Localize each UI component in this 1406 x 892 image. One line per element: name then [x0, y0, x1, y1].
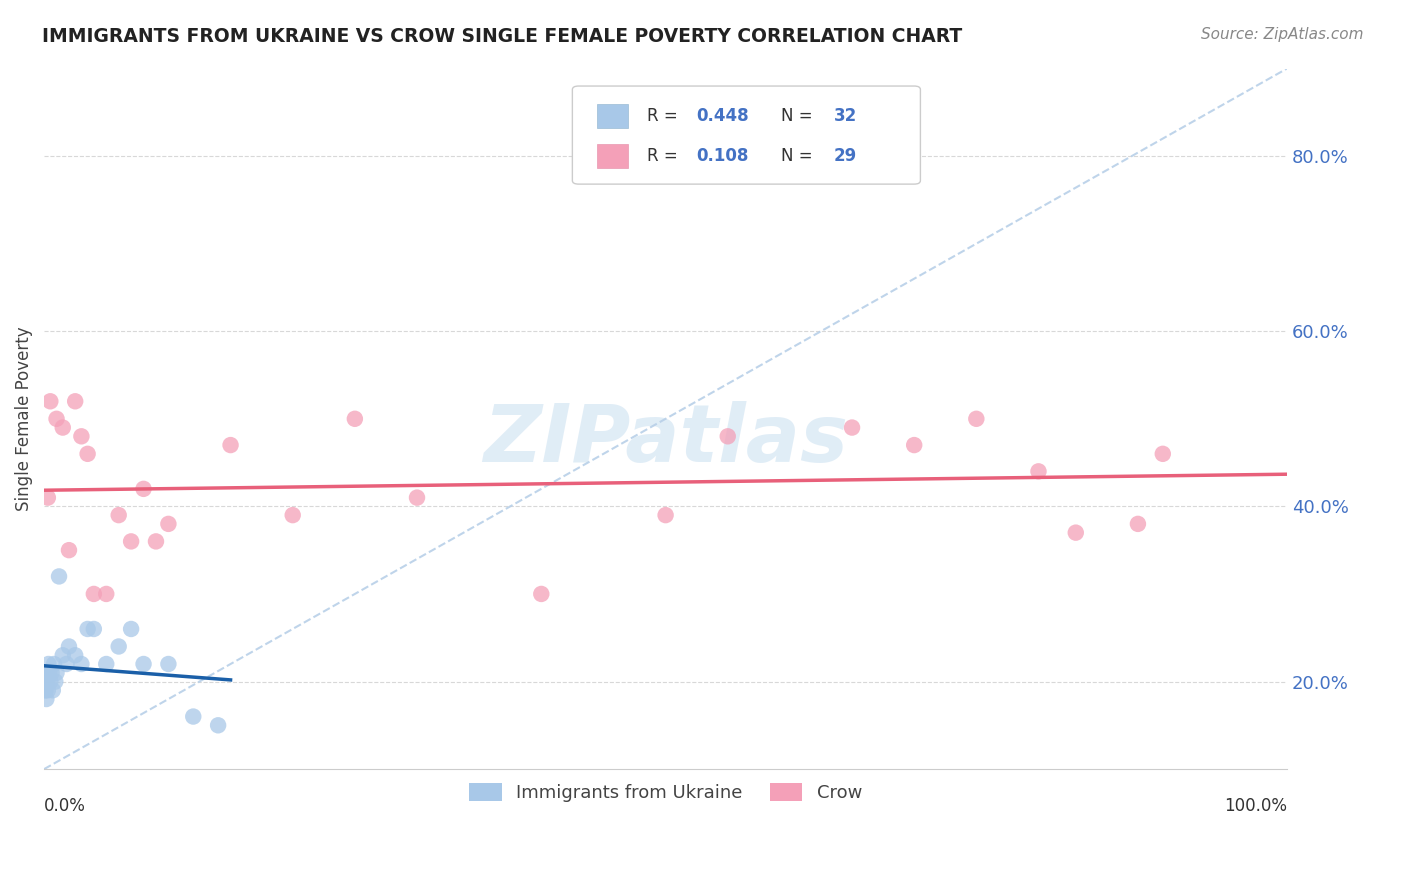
- Text: N =: N =: [782, 147, 818, 165]
- Point: [70, 429, 93, 443]
- Point: [39, 394, 62, 409]
- Point: [1028, 464, 1050, 478]
- Point: [96, 587, 118, 601]
- Point: [281, 508, 304, 523]
- Y-axis label: Single Female Poverty: Single Female Poverty: [15, 326, 32, 511]
- Point: [63, 648, 86, 663]
- Point: [841, 420, 863, 434]
- Point: [37, 683, 59, 698]
- Point: [35, 674, 58, 689]
- Legend: Immigrants from Ukraine, Crow: Immigrants from Ukraine, Crow: [463, 775, 869, 809]
- Point: [145, 534, 167, 549]
- Point: [903, 438, 925, 452]
- Point: [181, 709, 204, 723]
- Point: [52, 420, 75, 434]
- Point: [41, 665, 63, 680]
- FancyBboxPatch shape: [572, 86, 921, 184]
- Point: [70, 657, 93, 671]
- Point: [107, 508, 129, 523]
- Point: [34, 683, 56, 698]
- Point: [406, 491, 429, 505]
- Point: [83, 622, 105, 636]
- Point: [45, 665, 67, 680]
- Point: [132, 482, 155, 496]
- Text: 29: 29: [834, 147, 856, 165]
- Text: R =: R =: [647, 107, 683, 125]
- Point: [39, 674, 62, 689]
- Point: [45, 412, 67, 426]
- Text: 0.0%: 0.0%: [44, 797, 86, 815]
- Text: N =: N =: [782, 107, 818, 125]
- Point: [44, 674, 66, 689]
- Point: [96, 657, 118, 671]
- Point: [37, 657, 59, 671]
- Point: [35, 692, 58, 706]
- Text: 32: 32: [834, 107, 856, 125]
- Point: [34, 683, 56, 698]
- Point: [58, 640, 80, 654]
- Point: [1064, 525, 1087, 540]
- Point: [58, 543, 80, 558]
- Point: [120, 622, 142, 636]
- Point: [63, 394, 86, 409]
- Point: [157, 657, 180, 671]
- Point: [37, 674, 59, 689]
- Point: [343, 412, 366, 426]
- FancyBboxPatch shape: [598, 103, 628, 128]
- Text: Source: ZipAtlas.com: Source: ZipAtlas.com: [1201, 27, 1364, 42]
- Point: [1126, 516, 1149, 531]
- Point: [76, 622, 98, 636]
- Point: [48, 569, 70, 583]
- Point: [530, 587, 553, 601]
- Point: [219, 438, 242, 452]
- Point: [35, 665, 58, 680]
- Point: [34, 674, 56, 689]
- Text: ZIPatlas: ZIPatlas: [484, 401, 848, 479]
- Text: R =: R =: [647, 147, 683, 165]
- Point: [965, 412, 987, 426]
- FancyBboxPatch shape: [598, 144, 628, 169]
- Point: [717, 429, 740, 443]
- Point: [52, 648, 75, 663]
- Point: [83, 587, 105, 601]
- Point: [76, 447, 98, 461]
- Point: [55, 657, 77, 671]
- Point: [654, 508, 676, 523]
- Point: [1152, 447, 1174, 461]
- Text: 0.108: 0.108: [696, 147, 749, 165]
- Point: [132, 657, 155, 671]
- Text: 0.448: 0.448: [696, 107, 749, 125]
- Point: [37, 491, 59, 505]
- Point: [157, 516, 180, 531]
- Point: [120, 534, 142, 549]
- Point: [107, 640, 129, 654]
- Text: 100.0%: 100.0%: [1225, 797, 1286, 815]
- Text: IMMIGRANTS FROM UKRAINE VS CROW SINGLE FEMALE POVERTY CORRELATION CHART: IMMIGRANTS FROM UKRAINE VS CROW SINGLE F…: [42, 27, 963, 45]
- Point: [42, 657, 65, 671]
- Point: [34, 665, 56, 680]
- Point: [207, 718, 229, 732]
- Point: [42, 683, 65, 698]
- Point: [38, 665, 60, 680]
